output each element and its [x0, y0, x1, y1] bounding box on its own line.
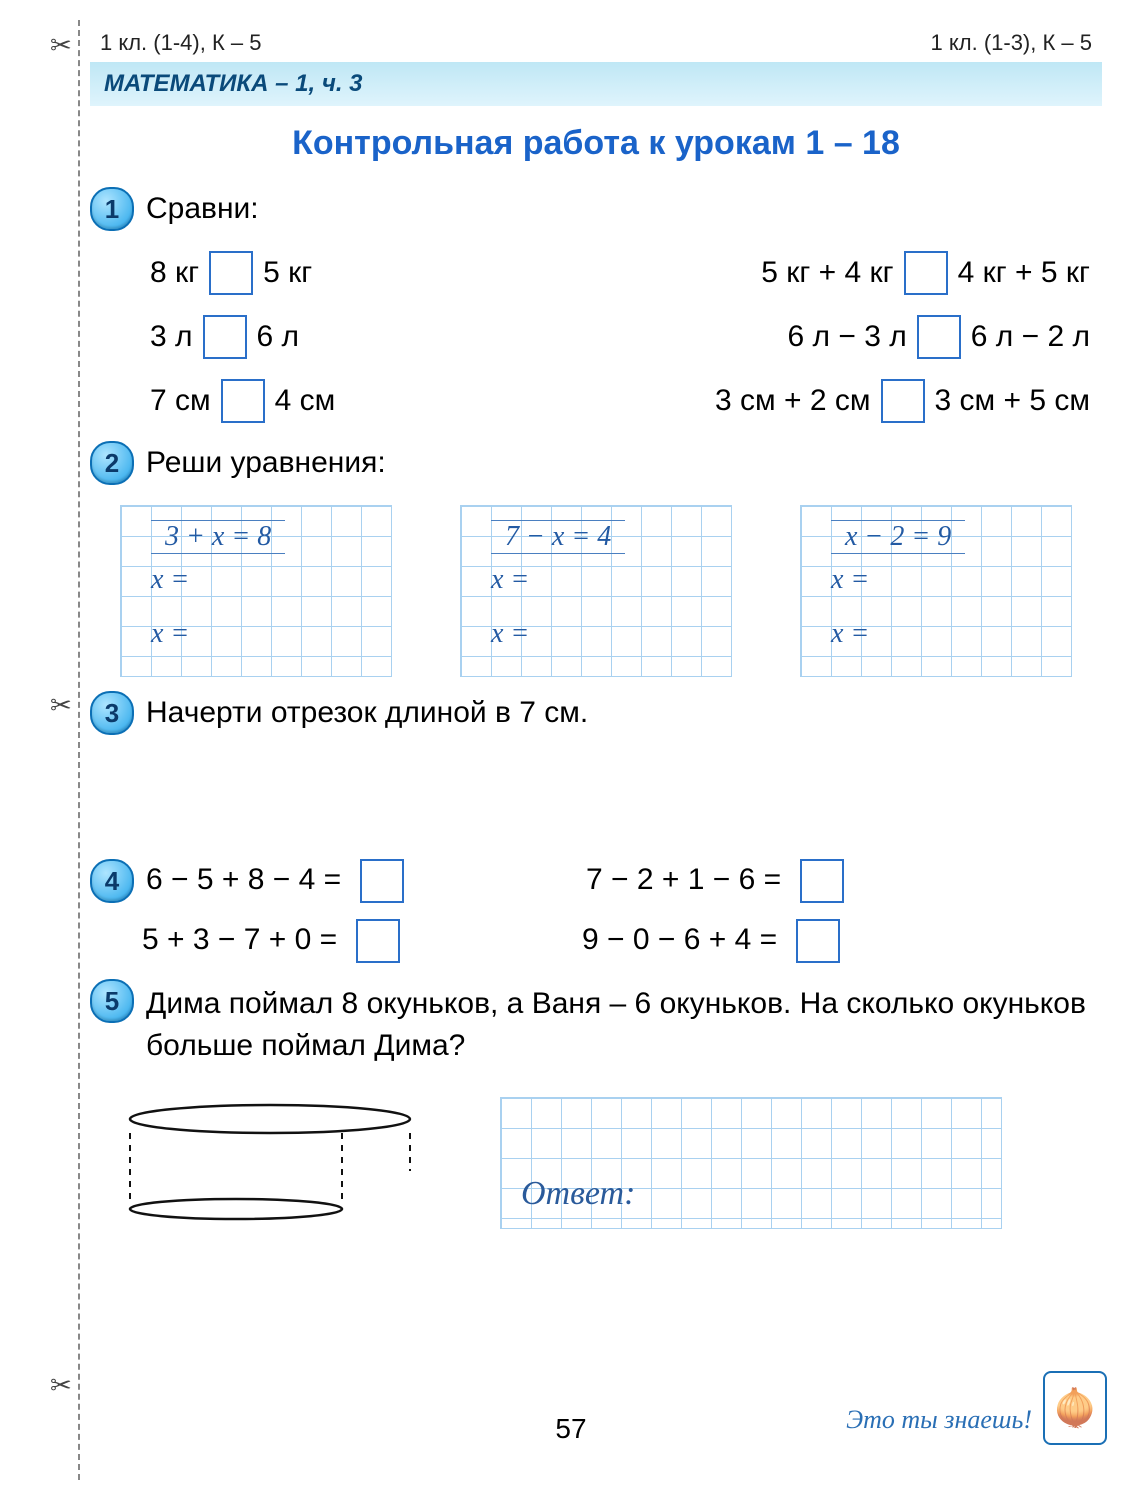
answer-box[interactable]	[203, 315, 247, 359]
scissors-icon: ✂	[50, 1370, 72, 1401]
task-3: 3 Начерти отрезок длиной в 7 см.	[90, 691, 1102, 835]
task-badge: 2	[90, 441, 134, 485]
task-5: 5 Дима поймал 8 окуньков, а Ваня – 6 оку…	[90, 979, 1102, 1229]
answer-box[interactable]	[796, 919, 840, 963]
equation-text: x =	[491, 564, 529, 596]
answer-box[interactable]	[904, 251, 948, 295]
cmp-text: 5 кг + 4 кг	[761, 256, 893, 290]
calc-text: 5 + 3 − 7 + 0 =	[142, 923, 337, 956]
equation-grid[interactable]: 7 − x = 4 x = x =	[460, 505, 732, 677]
answer-box[interactable]	[800, 859, 844, 903]
word-problem: Дима поймал 8 окуньков, а Ваня – 6 окунь…	[146, 983, 1102, 1067]
task-4: 4 6 − 5 + 8 − 4 = 7 − 2 + 1 − 6 = 5 + 3 …	[90, 859, 1102, 963]
answer-box[interactable]	[356, 919, 400, 963]
equation-text: 3 + x = 8	[151, 520, 285, 554]
cut-line	[78, 20, 80, 1480]
answer-box[interactable]	[881, 379, 925, 423]
compare-grid: 8 кг 5 кг 5 кг + 4 кг 4 кг + 5 кг 3 л 6 л 6…	[150, 251, 1102, 423]
cmp-text: 4 см	[275, 384, 336, 418]
answer-box[interactable]	[221, 379, 265, 423]
header-row: 1 кл. (1-4), К – 5 1 кл. (1-3), К – 5	[100, 30, 1092, 56]
page-number: 57	[555, 1413, 586, 1445]
task-badge: 1	[90, 187, 134, 231]
task-2: 2 Реши уравнения: 3 + x = 8 x = x = 7 − …	[90, 441, 1102, 677]
cmp-text: 6 л	[257, 320, 300, 354]
task-label: Сравни:	[146, 192, 259, 226]
header-left: 1 кл. (1-4), К – 5	[100, 30, 261, 56]
task-badge: 4	[90, 859, 134, 903]
cmp-text: 4 кг + 5 кг	[958, 256, 1090, 290]
cmp-text: 6 л − 2 л	[971, 320, 1090, 354]
calc-text: 7 − 2 + 1 − 6 =	[586, 863, 781, 896]
equation-text: x =	[831, 618, 869, 650]
answer-grid[interactable]: Ответ:	[500, 1097, 1002, 1229]
task-badge: 3	[90, 691, 134, 735]
equation-grid[interactable]: x − 2 = 9 x = x =	[800, 505, 1072, 677]
task-label: Реши уравнения:	[146, 446, 386, 480]
task-label: Начерти отрезок длиной в 7 см.	[146, 696, 588, 730]
equation-text: x =	[151, 564, 189, 596]
cmp-text: 6 л − 3 л	[788, 320, 907, 354]
answer-box[interactable]	[360, 859, 404, 903]
equation-text: 7 − x = 4	[491, 520, 625, 554]
page-title: Контрольная работа к урокам 1 – 18	[90, 124, 1102, 163]
cmp-text: 3 л	[150, 320, 193, 354]
equation-text: x =	[491, 618, 529, 650]
cmp-text: 7 см	[150, 384, 211, 418]
calc-text: 9 − 0 − 6 + 4 =	[582, 923, 777, 956]
task-badge: 5	[90, 979, 134, 1023]
equation-text: x =	[151, 618, 189, 650]
cmp-text: 3 см + 2 см	[715, 384, 870, 418]
bar-diagram	[120, 1097, 460, 1227]
drawing-area[interactable]	[90, 735, 1102, 835]
mascot-icon: 🧅	[1043, 1371, 1107, 1445]
equation-grid[interactable]: 3 + x = 8 x = x =	[120, 505, 392, 677]
cmp-text: 5 кг	[263, 256, 312, 290]
answer-box[interactable]	[917, 315, 961, 359]
task-1: 1 Сравни: 8 кг 5 кг 5 кг + 4 кг 4 кг + 5 к…	[90, 187, 1102, 423]
answer-box[interactable]	[209, 251, 253, 295]
scissors-icon: ✂	[50, 690, 72, 721]
cmp-text: 3 см + 5 см	[935, 384, 1090, 418]
equation-text: x =	[831, 564, 869, 596]
answer-label: Ответ:	[521, 1175, 635, 1213]
calc-text: 6 − 5 + 8 − 4 =	[146, 863, 341, 896]
equation-text: x − 2 = 9	[831, 520, 965, 554]
header-right: 1 кл. (1-3), К – 5	[931, 30, 1092, 56]
subject-band: МАТЕМАТИКА – 1, ч. 3	[90, 62, 1102, 106]
scissors-icon: ✂	[50, 30, 72, 61]
footer-tagline: Это ты знаешь!	[846, 1405, 1032, 1435]
cmp-text: 8 кг	[150, 256, 199, 290]
worksheet-page: ✂ ✂ ✂ 1 кл. (1-4), К – 5 1 кл. (1-3), К …	[0, 0, 1142, 1500]
equation-row: 3 + x = 8 x = x = 7 − x = 4 x = x = x − …	[120, 505, 1072, 677]
